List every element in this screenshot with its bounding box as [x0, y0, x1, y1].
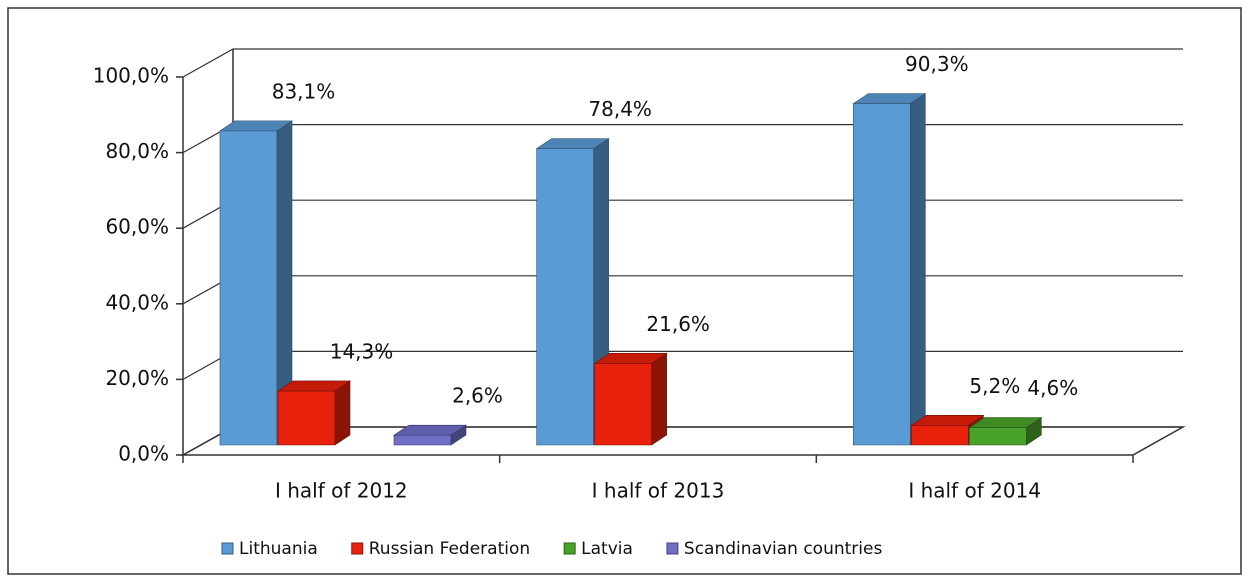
value-label: 4,6% [1027, 376, 1078, 400]
bar-top [968, 417, 1043, 428]
bar-front [219, 130, 278, 446]
legend-label: Russian Federation [369, 539, 530, 559]
legend-swatch [221, 542, 234, 555]
bar-front [911, 425, 969, 446]
bar-top [910, 415, 985, 426]
value-label: 5,2% [969, 374, 1020, 398]
bar [593, 352, 668, 446]
bar-top [593, 353, 668, 364]
legend-swatch [666, 542, 679, 555]
legend-swatch [351, 542, 364, 555]
legend-label: Latvia [581, 539, 633, 559]
bar-side [651, 352, 667, 446]
bar-top [393, 424, 467, 436]
bar-top [277, 380, 351, 392]
value-label: 21,6% [646, 312, 710, 336]
x-tick-label: I half of 2013 [592, 479, 725, 503]
y-tick-label: 20,0% [105, 366, 169, 390]
bar [852, 93, 927, 446]
y-tick-label: 0,0% [118, 442, 169, 466]
bar [277, 380, 351, 446]
y-tick-label: 80,0% [105, 139, 169, 163]
legend-label: Scandinavian countries [684, 539, 883, 559]
bar [219, 120, 293, 446]
x-tick-label: I half of 2012 [275, 479, 408, 503]
bar-top [219, 120, 293, 132]
bar [968, 417, 1043, 446]
bar-front [969, 427, 1027, 446]
bar-top [852, 93, 927, 104]
value-label: 83,1% [272, 79, 336, 103]
value-label: 2,6% [452, 384, 503, 408]
value-label: 90,3% [905, 52, 969, 76]
bar-front [277, 390, 336, 446]
bar-top [535, 138, 610, 149]
value-label: 14,3% [330, 339, 394, 363]
bar-front [393, 434, 452, 446]
grid-line [182, 48, 1183, 78]
bar [393, 424, 467, 446]
x-tick-label: I half of 2014 [908, 479, 1041, 503]
value-label: 78,4% [588, 97, 652, 121]
bar-side [334, 380, 351, 446]
y-tick-label: 100,0% [93, 64, 169, 88]
bar-front [536, 148, 594, 446]
y-tick-label: 40,0% [105, 290, 169, 314]
frame [7, 7, 1242, 575]
bar-side [910, 93, 926, 446]
y-tick-label: 60,0% [105, 215, 169, 239]
legend-label: Lithuania [239, 539, 318, 559]
bar-front [853, 103, 911, 446]
legend-swatch [563, 542, 576, 555]
bar-front [594, 363, 652, 446]
